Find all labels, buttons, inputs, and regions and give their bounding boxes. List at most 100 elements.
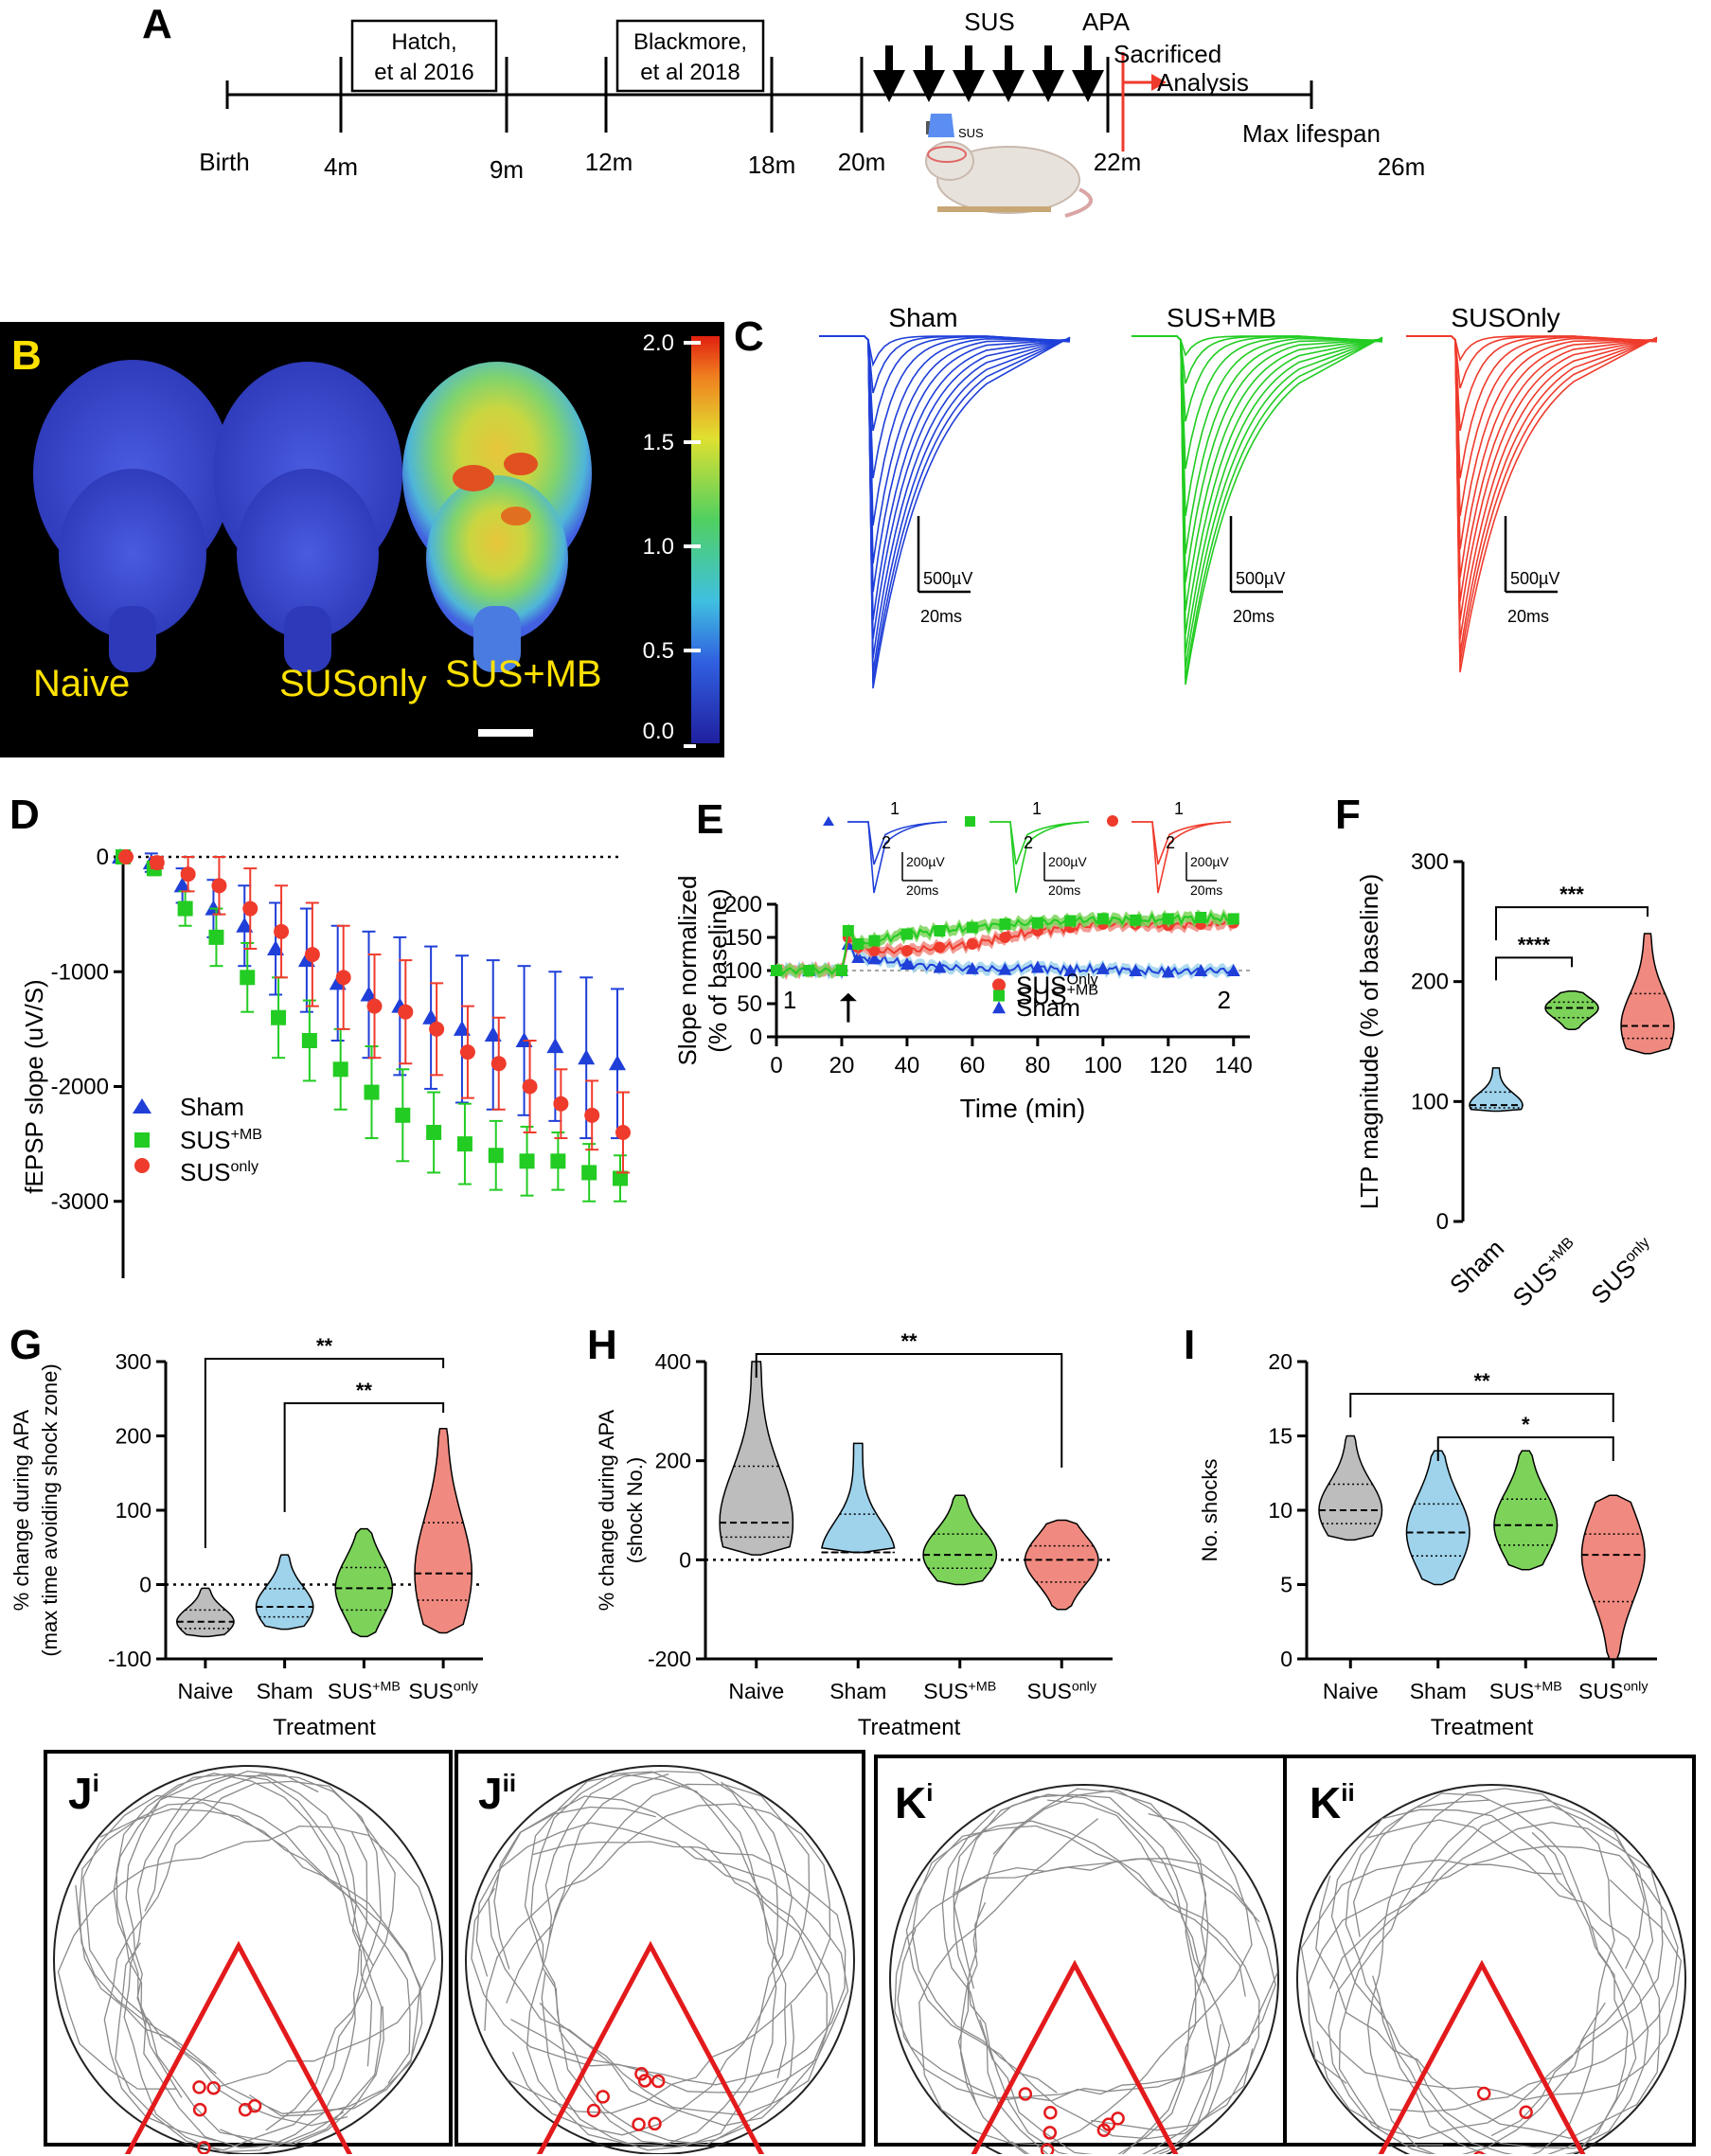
inset-scale-t-label: 20ms: [1048, 882, 1080, 898]
trace-line: [819, 335, 1071, 673]
point-sus-mb: [966, 921, 978, 934]
point-sus-mb: [581, 1165, 597, 1181]
y-tick-label: 200: [724, 892, 762, 918]
legend-label: Sham: [1016, 993, 1080, 1022]
point-sus-only: [966, 938, 978, 950]
point-sus-mb: [803, 965, 815, 976]
track-path: [125, 1774, 373, 2148]
track-path: [1328, 1806, 1654, 2146]
cbar-0-5: 0.5: [643, 638, 674, 664]
x-tick-label: SUS+MB: [923, 1679, 996, 1703]
point-sus-mb: [900, 928, 913, 940]
significance-stars: ***: [1560, 882, 1584, 906]
point-sus-only: [459, 1044, 475, 1060]
point-sham: [173, 877, 191, 893]
point-sus-mb: [208, 929, 224, 945]
x-tick-label: SUS+MB: [1506, 1234, 1585, 1312]
point-sus-mb: [426, 1125, 442, 1140]
x-tick-label: 80: [1025, 1053, 1051, 1078]
trace-line: [1406, 335, 1658, 673]
inset-scale-t-label: 20ms: [1190, 882, 1222, 898]
x-tick-label: 100: [1084, 1053, 1122, 1078]
point-sham: [578, 1049, 596, 1065]
x-tick-label: 120: [1150, 1053, 1187, 1078]
tick-12m: 12m: [585, 148, 633, 176]
legend-marker-sham: [992, 1001, 1006, 1014]
y-tick-label: 0: [1436, 1209, 1449, 1235]
track-path: [524, 1773, 794, 2146]
shock-marker: [586, 2103, 601, 2118]
significance-bracket: [1495, 906, 1649, 941]
y-tick-label: 100: [116, 1498, 151, 1523]
point-sus-mb: [271, 1009, 287, 1025]
point-sham: [609, 1055, 626, 1071]
point-sham: [236, 917, 254, 933]
trace-line: [1406, 335, 1658, 579]
significance-bracket: [755, 1353, 1063, 1468]
colorbar: [691, 336, 720, 743]
box1-line2: et al 2016: [374, 60, 473, 85]
y-axis-title: % change during APA: [9, 1409, 33, 1611]
shock-marker: [1101, 2117, 1116, 2131]
point-sham: [484, 1025, 502, 1042]
trace-line: [1406, 335, 1658, 621]
y-axis-title: (max time avoiding shock zone): [38, 1363, 62, 1656]
y-tick-label: -100: [108, 1647, 151, 1671]
violin-Sham: [255, 1554, 314, 1630]
label-1: 1: [783, 986, 796, 1014]
y-tick-label: 150: [724, 925, 762, 951]
inset-label-2: 2: [882, 833, 891, 852]
y-axis-title: No. shocks: [1198, 1459, 1221, 1562]
label-kii: Kii: [1310, 1778, 1355, 1827]
shock-marker: [1018, 2087, 1033, 2101]
significance-bracket: [204, 1358, 445, 1548]
violin-SUSonly: [414, 1427, 473, 1634]
y-tick-label: -3000: [51, 1189, 109, 1215]
significance-stars: *: [1522, 1413, 1530, 1436]
significance-stars: **: [356, 1379, 373, 1402]
point-sham: [965, 961, 979, 974]
shock-marker: [632, 2117, 646, 2131]
label-jii: Jii: [478, 1769, 516, 1818]
arena-circle: [465, 1765, 855, 2154]
legend-label: Sham: [180, 1093, 244, 1121]
y-tick-label: -2000: [51, 1075, 109, 1100]
y-tick-label: 200: [655, 1449, 691, 1473]
inset-label-1: 1: [1032, 799, 1042, 818]
trace-line: [819, 335, 1071, 640]
shock-marker: [1519, 2105, 1533, 2120]
violin-Naive: [176, 1587, 235, 1638]
label-ji: Ji: [68, 1769, 99, 1818]
point-sus-only: [868, 945, 881, 956]
scale-t-3: 20ms: [1507, 607, 1549, 626]
violin-Sham: [820, 1442, 896, 1554]
y-tick-label: 50: [737, 991, 762, 1017]
label-ki: Ki: [895, 1778, 933, 1827]
tick-4m: 4m: [324, 152, 358, 181]
panel-letter-f: F: [1335, 792, 1361, 838]
violin-SUS+MB: [1544, 990, 1599, 1031]
inset-marker: [965, 816, 975, 827]
point-sham: [267, 940, 285, 955]
point-sus-only: [934, 941, 946, 953]
x-tick-label: Sham: [257, 1679, 313, 1703]
tick-22m: 22m: [1094, 148, 1142, 176]
box2-line1: Blackmore,: [633, 29, 747, 55]
track-path: [1308, 1845, 1679, 2113]
point-sus-mb: [550, 1153, 566, 1169]
panel-d-chart: D 0-1000-2000-3000-400002468Stimulus int…: [9, 792, 631, 1278]
inset-label-1: 1: [890, 799, 900, 818]
shock-marker: [238, 2102, 253, 2117]
panel-letter-i: I: [1184, 1322, 1195, 1368]
inset-trace: [989, 821, 1090, 894]
inset-trace: [1132, 821, 1232, 894]
x-tick-label: SUSonly: [1027, 1679, 1097, 1703]
trace-line: [1406, 335, 1658, 664]
panel-e-chart: E 1 2 200µV 20ms 1 2 200µV 20ms 1 2 200µV 20ms 0 50 1…: [673, 796, 1253, 1123]
track-path: [488, 1806, 834, 2116]
violin-SUS+MB: [334, 1527, 394, 1638]
track-path: [471, 1841, 847, 2086]
point-sham: [453, 1020, 471, 1036]
brain-sus-mb: [402, 362, 592, 672]
point-sham: [1096, 961, 1110, 974]
